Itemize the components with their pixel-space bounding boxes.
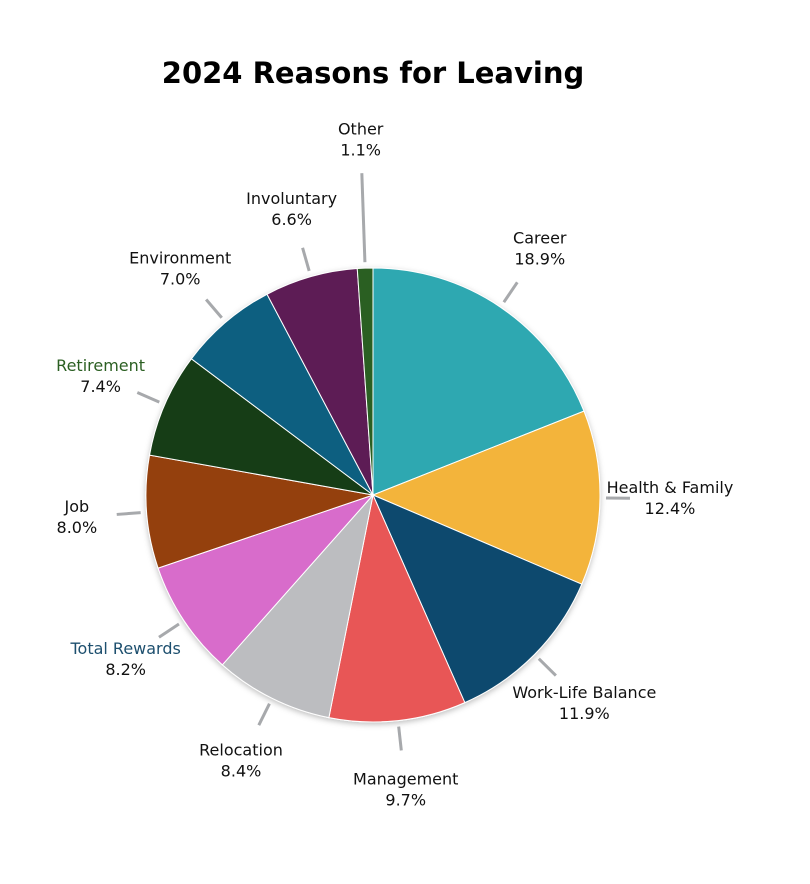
slice-label: Management: [353, 770, 458, 789]
slice-label: Other: [338, 120, 384, 139]
slice-value-label: 8.0%: [57, 518, 98, 537]
slice-value-label: 7.4%: [80, 377, 121, 396]
slice-label: Environment: [129, 249, 231, 268]
slice-value-label: 12.4%: [645, 499, 696, 518]
pie-slice: [371, 410, 601, 585]
slice-label: Health & Family: [607, 478, 734, 497]
pie-slice: [372, 494, 583, 704]
slice-value-label: 9.7%: [385, 791, 426, 810]
leader-line: [257, 703, 271, 726]
pie-slice: [157, 493, 375, 666]
slice-label: Career: [513, 229, 567, 248]
leader-line: [397, 726, 403, 751]
slice-label: Involuntary: [246, 189, 337, 208]
slice-value-label: 6.6%: [271, 210, 312, 229]
leader-line: [301, 247, 311, 272]
slice-value-label: 8.2%: [105, 660, 146, 679]
slice-label: Retirement: [56, 356, 145, 375]
leader-line: [205, 298, 223, 319]
slice-value-label: 11.9%: [559, 704, 610, 723]
pie-slice: [372, 267, 585, 496]
pie-slice: [328, 493, 466, 723]
pie-slice: [148, 358, 374, 496]
slice-value-label: 8.4%: [221, 762, 262, 781]
slice-label: Total Rewards: [69, 639, 180, 658]
leader-line: [136, 391, 160, 404]
leader-line: [116, 511, 141, 516]
leader-line: [158, 622, 180, 639]
leader-line: [502, 281, 519, 304]
pie-slice: [356, 267, 374, 496]
slice-label: Work-Life Balance: [512, 683, 656, 702]
slice-value-label: 18.9%: [514, 250, 565, 269]
slice-value-label: 7.0%: [160, 270, 201, 289]
pie-slice: [221, 493, 374, 719]
slice-label: Relocation: [199, 741, 283, 760]
chart-title: 2024 Reasons for Leaving: [162, 56, 584, 90]
slice-value-label: 1.1%: [340, 141, 381, 160]
slice-label: Job: [64, 497, 90, 516]
pie: [145, 267, 601, 723]
pie-slice: [145, 454, 374, 569]
leader-line: [360, 173, 367, 263]
leader-line: [537, 657, 557, 677]
